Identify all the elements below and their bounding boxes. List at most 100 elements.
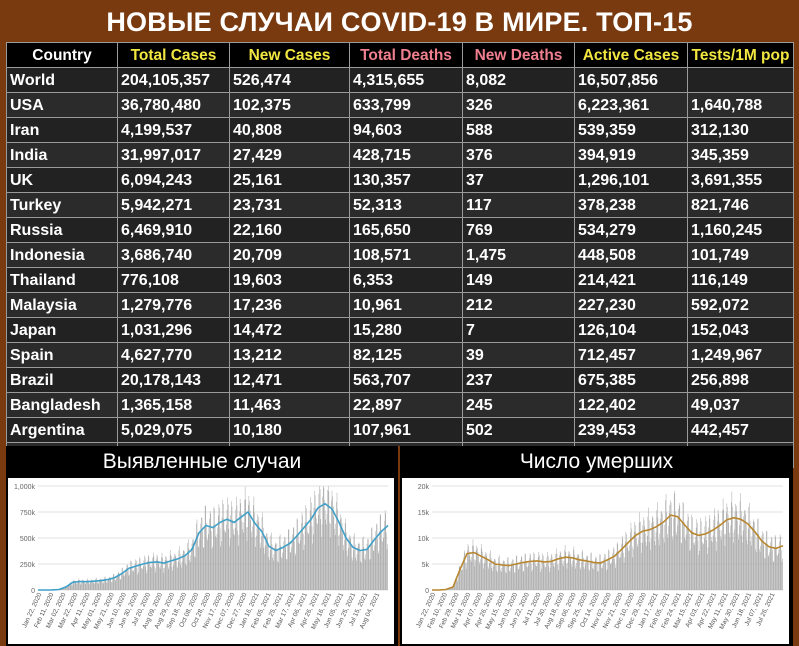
data-bar xyxy=(756,536,758,590)
data-bar xyxy=(513,565,514,590)
data-bar xyxy=(161,552,163,590)
data-bar xyxy=(672,536,673,590)
data-bar xyxy=(163,572,165,590)
data-bar xyxy=(549,572,550,590)
data-bar xyxy=(108,579,109,590)
data-bar xyxy=(611,558,613,590)
data-bar xyxy=(539,564,541,590)
data-bar xyxy=(633,531,635,590)
data-bar xyxy=(512,559,514,590)
data-bar xyxy=(226,524,227,590)
data-bar xyxy=(368,539,369,590)
data-bar xyxy=(69,582,71,590)
data-bar xyxy=(610,563,611,590)
data-bar xyxy=(204,527,205,590)
data-bar xyxy=(776,554,778,590)
data-bar xyxy=(134,563,136,590)
cell-active-cases: 122,402 xyxy=(574,392,688,418)
data-bar xyxy=(133,570,135,590)
data-bar xyxy=(719,522,720,590)
data-bar xyxy=(254,537,256,590)
data-bar xyxy=(123,575,125,590)
data-bar xyxy=(566,568,568,590)
data-bar xyxy=(186,556,188,590)
data-bar xyxy=(502,563,503,590)
cell-active-cases: 214,421 xyxy=(574,267,688,293)
data-bar xyxy=(502,561,504,590)
data-bar xyxy=(144,557,146,590)
data-bar xyxy=(497,565,499,590)
data-bar xyxy=(722,498,724,590)
data-bar xyxy=(64,586,66,590)
data-bar xyxy=(531,563,532,590)
data-bar xyxy=(268,546,269,590)
data-bar xyxy=(625,531,627,590)
data-bar xyxy=(159,567,160,590)
cell-total-cases: 776,108 xyxy=(117,267,230,293)
data-bar xyxy=(737,520,738,590)
data-bar xyxy=(213,525,214,590)
data-bar xyxy=(498,557,499,590)
data-bar xyxy=(176,565,178,590)
data-bar xyxy=(496,570,498,590)
data-bar xyxy=(585,559,587,590)
data-bar xyxy=(229,538,231,590)
data-bar xyxy=(159,568,161,590)
data-bar xyxy=(596,563,598,590)
data-bar xyxy=(269,549,271,590)
data-bar xyxy=(517,568,519,590)
data-bar xyxy=(276,550,278,590)
data-bar xyxy=(124,575,125,590)
data-bar xyxy=(626,542,628,590)
data-bar xyxy=(653,529,655,590)
data-bar xyxy=(361,562,362,590)
cell-tests-per-million: 1,160,245 xyxy=(687,217,794,243)
data-bar xyxy=(270,535,271,590)
data-bar xyxy=(680,522,681,590)
data-bar xyxy=(264,545,266,590)
data-bar xyxy=(541,559,543,590)
data-bar xyxy=(343,550,345,590)
data-bar xyxy=(459,566,461,590)
data-bar xyxy=(591,560,593,590)
data-bar xyxy=(100,579,101,590)
data-bar xyxy=(727,506,728,590)
data-bar xyxy=(273,554,275,590)
data-bar xyxy=(330,523,331,590)
data-bar xyxy=(605,562,607,590)
data-bar xyxy=(505,573,507,590)
data-bar xyxy=(594,562,595,590)
data-bar xyxy=(588,569,590,590)
data-bar xyxy=(519,563,521,590)
data-bar xyxy=(781,550,782,590)
data-bar xyxy=(492,570,493,590)
data-bar xyxy=(81,583,82,590)
data-bar xyxy=(336,492,338,590)
data-bar xyxy=(630,522,632,590)
data-bar xyxy=(156,559,157,590)
data-bar xyxy=(196,523,197,590)
data-bar xyxy=(477,547,478,590)
data-bar xyxy=(643,520,645,590)
data-bar xyxy=(551,555,553,590)
data-bar xyxy=(113,574,114,590)
data-bar xyxy=(197,532,198,590)
data-bar xyxy=(759,551,761,590)
y-tick-label: 0 xyxy=(31,588,35,595)
data-bar xyxy=(698,555,699,590)
cell-total-deaths: 165,650 xyxy=(349,217,463,243)
data-bar xyxy=(266,532,267,590)
data-bar xyxy=(116,578,117,590)
data-bar xyxy=(244,486,246,590)
data-bar xyxy=(223,503,224,590)
data-bar xyxy=(136,560,137,590)
data-bar xyxy=(378,551,380,590)
data-bar xyxy=(697,522,698,590)
data-bar xyxy=(554,563,556,590)
data-bar xyxy=(727,514,729,590)
cell-country: Spain xyxy=(6,342,118,368)
header-active-cases: Active Cases xyxy=(574,42,688,68)
data-bar xyxy=(468,551,470,590)
data-bar xyxy=(782,558,783,590)
data-bar xyxy=(573,549,574,590)
